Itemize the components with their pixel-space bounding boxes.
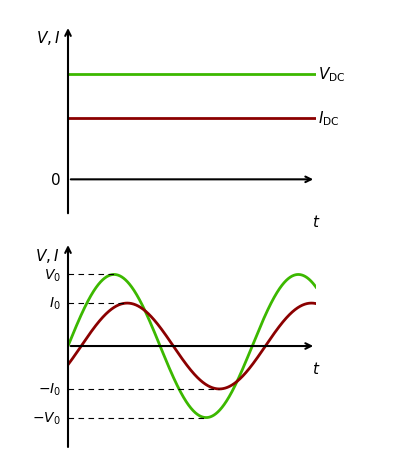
Text: 0: 0: [51, 172, 60, 188]
Text: $V_{\mathrm{DC}}$: $V_{\mathrm{DC}}$: [318, 65, 346, 84]
Text: $V_0$: $V_0$: [44, 267, 61, 283]
Text: $V, I$: $V, I$: [36, 29, 60, 47]
Text: $V, I$: $V, I$: [35, 247, 60, 264]
Text: $-I_0$: $-I_0$: [38, 381, 61, 397]
Text: $I_0$: $I_0$: [49, 295, 61, 312]
Text: $t$: $t$: [312, 361, 320, 377]
Text: $I_{\mathrm{DC}}$: $I_{\mathrm{DC}}$: [318, 109, 340, 128]
Text: $t$: $t$: [312, 214, 320, 229]
Text: $-V_0$: $-V_0$: [32, 409, 61, 426]
